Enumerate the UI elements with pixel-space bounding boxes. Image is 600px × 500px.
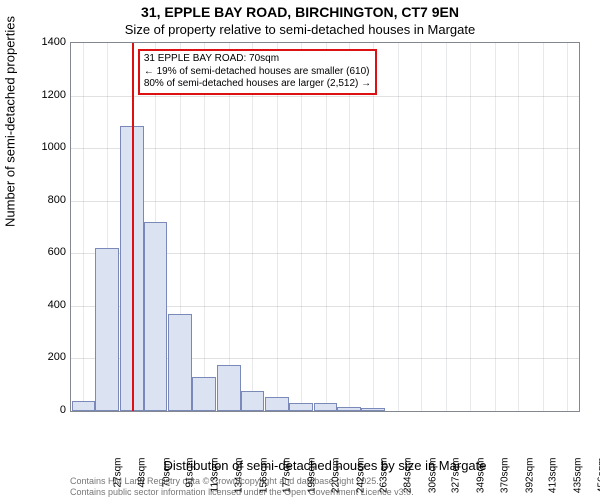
gridline-v (349, 43, 350, 411)
y-tick-label: 1400 (6, 36, 66, 48)
y-tick-label: 600 (6, 246, 66, 258)
gridline-v (83, 43, 84, 411)
histogram-bar (337, 407, 361, 411)
histogram-bar (72, 401, 96, 412)
property-marker-line (132, 43, 134, 411)
x-tick-label: 113sqm (210, 458, 221, 498)
gridline-v (301, 43, 302, 411)
y-tick-label: 1200 (6, 89, 66, 101)
histogram-bar (314, 403, 338, 411)
x-tick-label: 134sqm (233, 458, 244, 498)
histogram-bar (289, 403, 313, 411)
y-tick-label: 200 (6, 351, 66, 363)
x-tick-label: 327sqm (451, 458, 462, 498)
histogram-bar (95, 248, 119, 411)
histogram-bar (168, 314, 192, 411)
callout-box: 31 EPPLE BAY ROAD: 70sqm← 19% of semi-de… (138, 49, 377, 95)
gridline-v (229, 43, 230, 411)
plot-area: 31 EPPLE BAY ROAD: 70sqm← 19% of semi-de… (70, 42, 580, 412)
y-tick-label: 400 (6, 299, 66, 311)
histogram-bar (361, 408, 385, 411)
y-tick-label: 1000 (6, 141, 66, 153)
x-tick-label: 156sqm (258, 458, 269, 498)
chart-container: 31, EPPLE BAY ROAD, BIRCHINGTON, CT7 9EN… (0, 0, 600, 500)
callout-line1: 31 EPPLE BAY ROAD: 70sqm (144, 53, 371, 66)
x-tick-label: 220sqm (330, 458, 341, 498)
gridline-v (204, 43, 205, 411)
x-tick-label: 349sqm (476, 458, 487, 498)
x-tick-label: 48sqm (137, 458, 148, 498)
gridline-v (543, 43, 544, 411)
gridline-v (470, 43, 471, 411)
gridline-v (252, 43, 253, 411)
x-tick-label: 242sqm (355, 458, 366, 498)
gridline-v (398, 43, 399, 411)
x-tick-label: 435sqm (572, 458, 583, 498)
gridline-v (421, 43, 422, 411)
gridline-v (373, 43, 374, 411)
x-tick-label: 177sqm (282, 458, 293, 498)
x-tick-label: 306sqm (427, 458, 438, 498)
gridline-v (277, 43, 278, 411)
callout-line2: ← 19% of semi-detached houses are smalle… (144, 66, 371, 79)
gridline-v (518, 43, 519, 411)
histogram-bar (241, 391, 265, 411)
x-tick-label: 91sqm (185, 458, 196, 498)
chart-title-line2: Size of property relative to semi-detach… (0, 22, 600, 37)
x-tick-label: 284sqm (402, 458, 413, 498)
x-tick-label: 370sqm (499, 458, 510, 498)
x-tick-label: 263sqm (379, 458, 390, 498)
histogram-bar (217, 365, 241, 411)
x-tick-label: 456sqm (596, 458, 600, 498)
x-tick-label: 413sqm (548, 458, 559, 498)
x-tick-label: 199sqm (307, 458, 318, 498)
histogram-bar (144, 222, 168, 411)
gridline-v (567, 43, 568, 411)
callout-line3: 80% of semi-detached houses are larger (… (144, 78, 371, 91)
x-tick-label: 70sqm (161, 458, 172, 498)
chart-title-line1: 31, EPPLE BAY ROAD, BIRCHINGTON, CT7 9EN (0, 4, 600, 20)
gridline-v (446, 43, 447, 411)
histogram-bar (265, 397, 289, 411)
gridline-v (495, 43, 496, 411)
gridline-v (326, 43, 327, 411)
x-tick-label: 392sqm (524, 458, 535, 498)
x-tick-label: 27sqm (113, 458, 124, 498)
histogram-bar (192, 377, 216, 411)
y-tick-label: 0 (6, 404, 66, 416)
y-tick-label: 800 (6, 194, 66, 206)
